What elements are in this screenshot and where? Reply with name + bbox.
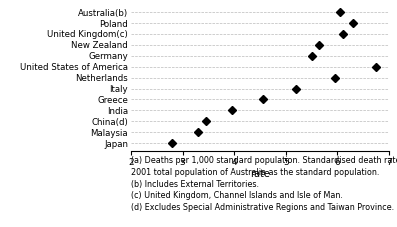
X-axis label: rate: rate: [250, 169, 270, 179]
Text: (a) Deaths per 1,000 standard population. Standardised death rates are calculate: (a) Deaths per 1,000 standard population…: [131, 156, 397, 212]
